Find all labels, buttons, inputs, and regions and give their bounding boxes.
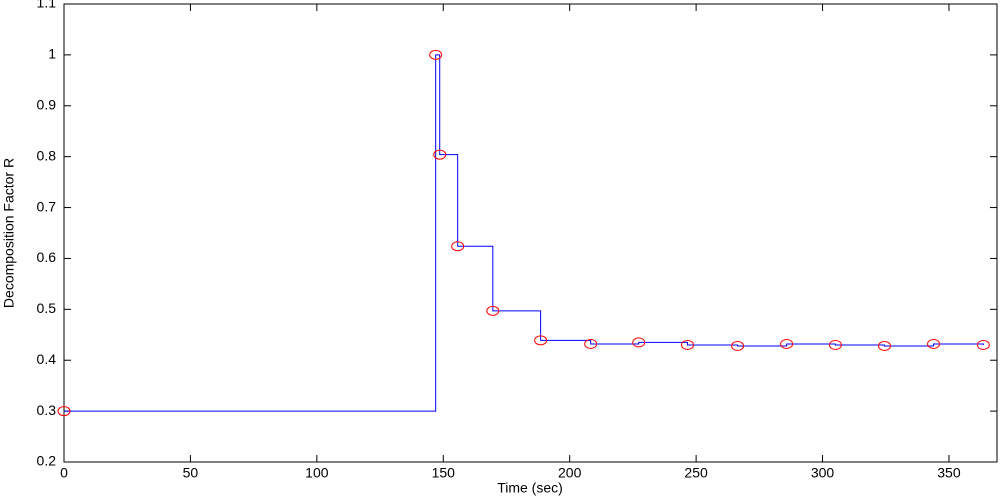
marker bbox=[681, 339, 695, 350]
y-tick-label: 0.7 bbox=[37, 198, 57, 214]
x-tick-label: 100 bbox=[305, 465, 329, 481]
marker bbox=[486, 305, 500, 316]
marker bbox=[429, 49, 443, 60]
x-axis-label: Time (sec) bbox=[497, 480, 563, 496]
marker bbox=[731, 340, 745, 351]
y-tick-label: 0.3 bbox=[37, 402, 57, 418]
x-tick-label: 350 bbox=[937, 465, 961, 481]
y-tick-label: 0.5 bbox=[37, 300, 57, 316]
marker bbox=[433, 149, 447, 160]
x-tick-label: 50 bbox=[183, 465, 199, 481]
marker bbox=[451, 241, 465, 252]
marker bbox=[57, 406, 71, 417]
x-tick-label: 150 bbox=[432, 465, 456, 481]
marker bbox=[780, 338, 794, 349]
marker bbox=[976, 339, 990, 350]
x-tick-label: 200 bbox=[558, 465, 582, 481]
y-tick-label: 0.4 bbox=[37, 351, 57, 367]
y-tick-label: 0.2 bbox=[37, 453, 57, 469]
y-tick-label: 0.9 bbox=[37, 96, 57, 112]
marker bbox=[927, 338, 941, 349]
x-tick-label: 300 bbox=[811, 465, 835, 481]
marker bbox=[877, 340, 891, 351]
y-tick-label: 1 bbox=[48, 46, 56, 62]
plot-frame bbox=[63, 3, 998, 463]
x-tick-label: 250 bbox=[684, 465, 708, 481]
marker bbox=[828, 339, 842, 350]
y-axis-label: Decomposition Factor R bbox=[1, 158, 17, 308]
y-tick-label: 1.1 bbox=[37, 0, 57, 11]
x-tick-label: 0 bbox=[60, 465, 68, 481]
y-tick-label: 0.6 bbox=[37, 249, 57, 265]
marker bbox=[584, 338, 598, 349]
line bbox=[64, 54, 984, 412]
y-tick-label: 0.8 bbox=[37, 147, 57, 163]
marker bbox=[534, 335, 548, 346]
marker bbox=[632, 337, 646, 348]
